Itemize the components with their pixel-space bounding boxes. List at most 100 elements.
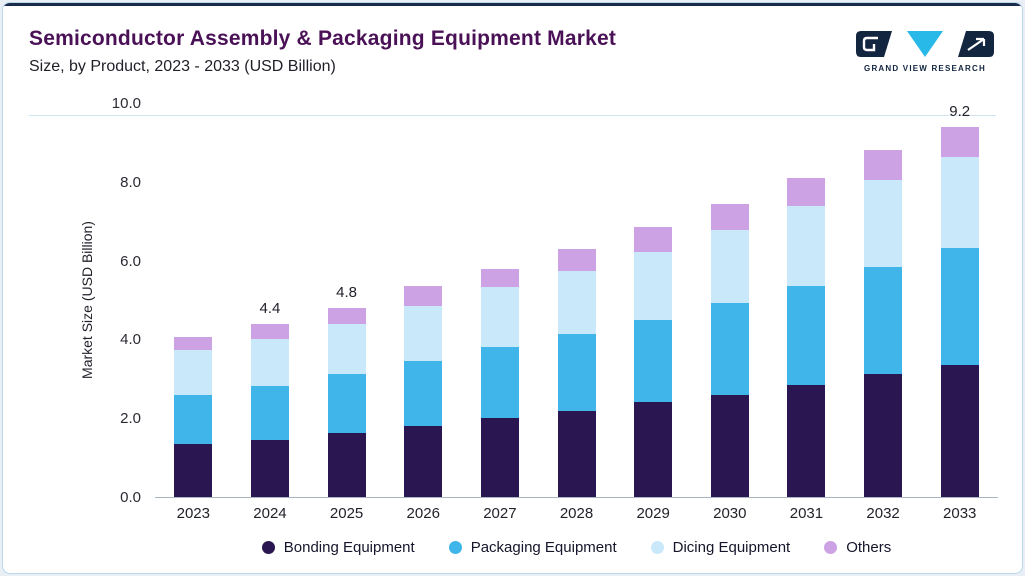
- bar-segment: [787, 206, 826, 287]
- legend-item: Others: [824, 539, 891, 556]
- bar-segment: [327, 374, 366, 434]
- bar-segment: [940, 156, 979, 249]
- y-tick-label: 2.0: [120, 410, 141, 428]
- bar-segment: [787, 384, 826, 497]
- bar-segment: [864, 180, 903, 267]
- bar-segment: [404, 286, 443, 306]
- logo-marks: [854, 29, 996, 59]
- bar-segment: [174, 350, 213, 395]
- bar-segment: [634, 319, 673, 403]
- bar-segment: [404, 426, 443, 497]
- bar-segment: [557, 333, 596, 412]
- legend-label: Bonding Equipment: [283, 539, 415, 556]
- chart-title: Semiconductor Assembly & Packaging Equip…: [29, 27, 617, 50]
- plot-bars: 4.4 4.8 9.2: [155, 103, 998, 498]
- bar-segment: [710, 303, 749, 395]
- bar-segment: [787, 286, 826, 385]
- legend-label: Packaging Equipment: [470, 539, 617, 556]
- bar-column-2025: 4.8: [308, 103, 385, 497]
- top-accent-bar: [3, 3, 1022, 6]
- legend-dot-icon: [824, 541, 838, 554]
- legend-label: Others: [846, 539, 892, 556]
- bar-segment: [710, 394, 749, 497]
- legend-item: Bonding Equipment: [261, 539, 415, 556]
- bar-segment: [174, 337, 213, 351]
- x-tick-label-2025: 2025: [329, 505, 364, 522]
- bar-segment: [864, 374, 903, 497]
- x-tick-label-2026: 2026: [406, 505, 440, 522]
- bar-segment: [940, 127, 979, 157]
- bar-segment: [634, 251, 673, 320]
- bar-column-2033: 9.2: [921, 103, 998, 497]
- x-tick-label-2027: 2027: [483, 505, 517, 522]
- legend-dot-icon: [448, 541, 462, 554]
- bar-segment: [250, 385, 289, 440]
- bar-value-label-2033: 9.2: [949, 103, 971, 120]
- y-tick-label: 4.0: [120, 331, 141, 349]
- bar-column-2024: 4.4: [232, 103, 309, 497]
- bar-segment: [710, 203, 749, 230]
- y-axis-ticks: 0.0 2.0 4.0 6.0 8.0 10.0: [93, 95, 141, 506]
- bar-segment: [787, 177, 826, 207]
- bar-segment: [404, 360, 443, 427]
- legend-label: Dicing Equipment: [672, 539, 791, 556]
- bar-column-2032: [845, 103, 922, 497]
- header-divider: [29, 115, 996, 116]
- bar-segment: [250, 323, 289, 340]
- x-tick-label-2028: 2028: [559, 505, 594, 522]
- chart-subtitle: Size, by Product, 2023 - 2033 (USD Billi…: [29, 58, 336, 75]
- legend-dot-icon: [261, 541, 275, 554]
- bar-segment: [864, 266, 903, 375]
- bar-segment: [174, 443, 213, 497]
- y-tick-label: 10.0: [111, 95, 141, 112]
- bar-segment: [634, 402, 673, 497]
- legend-item: Packaging Equipment: [448, 539, 617, 556]
- bar-segment: [327, 307, 366, 324]
- bar-segment: [710, 229, 749, 304]
- bar-segment: [480, 287, 519, 347]
- x-tick-label-2032: 2032: [866, 505, 900, 522]
- bar-column-2026: [385, 103, 462, 497]
- y-tick-label: 0.0: [120, 489, 141, 506]
- x-tick-label-2031: 2031: [789, 505, 824, 522]
- logo-arrow-icon: [958, 31, 994, 57]
- bar-segment: [557, 411, 596, 497]
- bar-column-2027: [462, 103, 539, 497]
- bar-column-2029: [615, 103, 692, 497]
- bar-value-label-2025: 4.8: [336, 283, 358, 301]
- x-tick-label-2029: 2029: [636, 505, 670, 522]
- bar-segment: [327, 323, 366, 375]
- bar-segment: [250, 339, 289, 386]
- bar-segment: [634, 227, 673, 252]
- bar-value-label-2024: 4.4: [259, 299, 281, 317]
- x-tick-label-2024: 2024: [253, 505, 287, 522]
- grand-view-research-logo: GRAND VIEW RESEARCH: [854, 29, 996, 73]
- x-tick-label-2023: 2023: [176, 505, 210, 522]
- legend: Bonding Equipment Packaging Equipment Dici…: [155, 539, 998, 556]
- y-tick-label: 8.0: [120, 173, 141, 191]
- bar-segment: [864, 150, 903, 181]
- logo-triangle-icon: [907, 31, 943, 57]
- bar-column-2028: [538, 103, 615, 497]
- x-axis-labels: 2023 2024 2025 2026 2027 2028 2029 2030 2031 2032…: [155, 505, 998, 522]
- y-tick-label: 6.0: [120, 252, 141, 270]
- x-tick-label-2030: 2030: [713, 505, 747, 522]
- bar-segment: [174, 394, 213, 444]
- bar-segment: [250, 439, 289, 497]
- chart-header: Semiconductor Assembly & Packaging Equip…: [29, 27, 996, 116]
- bar-segment: [940, 364, 979, 497]
- bar-segment: [480, 418, 519, 497]
- logo-text: GRAND VIEW RESEARCH: [864, 64, 986, 73]
- legend-item: Dicing Equipment: [650, 539, 791, 556]
- logo-g-icon: [856, 31, 892, 57]
- bar-column-2023: [155, 103, 232, 497]
- bar-segment: [404, 305, 443, 361]
- bar-segment: [480, 346, 519, 419]
- bar-segment: [480, 268, 519, 288]
- legend-dot-icon: [650, 541, 664, 554]
- x-tick-label-2033: 2033: [943, 505, 977, 522]
- bar-column-2031: [768, 103, 845, 497]
- bar-segment: [557, 270, 596, 334]
- bar-segment: [940, 248, 979, 365]
